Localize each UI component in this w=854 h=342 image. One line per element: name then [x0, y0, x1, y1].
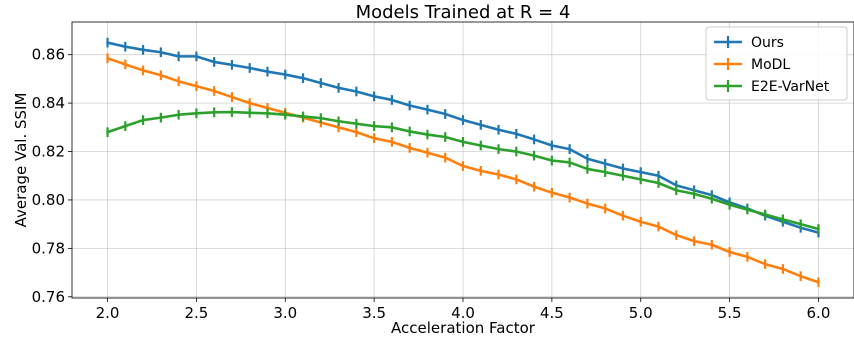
series-modl [106, 53, 820, 288]
legend-label: E2E-VarNet [751, 79, 830, 95]
y-tick-label: 0.80 [32, 191, 65, 209]
y-tick-label: 0.82 [32, 143, 65, 161]
series-e2e-varnet [106, 107, 820, 234]
legend-label: Ours [751, 35, 784, 51]
y-axis-label: Average Val. SSIM [12, 93, 30, 228]
x-tick-label: 5.0 [629, 304, 653, 322]
x-tick-label: 4.5 [540, 304, 564, 322]
y-tick-label: 0.86 [32, 46, 65, 64]
x-tick-label: 4.0 [451, 304, 475, 322]
y-tick-label: 0.76 [32, 288, 65, 306]
x-tick-label: 3.0 [273, 304, 297, 322]
legend: Ours MoDL E2E-VarNet [705, 26, 848, 101]
x-axis-label: Acceleration Factor [391, 319, 536, 337]
x-tick-label: 5.5 [718, 304, 742, 322]
grid-lines [72, 22, 854, 298]
x-tick-label: 3.5 [362, 304, 386, 322]
legend-label: MoDL [751, 57, 790, 73]
series-layer [106, 37, 820, 288]
y-tick-label: 0.84 [32, 94, 65, 112]
y-tick-label: 0.78 [32, 239, 65, 257]
x-tick-label: 2.5 [184, 304, 208, 322]
x-tick-label: 6.0 [807, 304, 831, 322]
axis-ticks: 2.0 2.5 3.0 3.5 4.0 4.5 5.0 5.5 6.0 0.76 0.78 0.80 0… [32, 46, 831, 322]
chart-title: Models Trained at R = 4 [356, 2, 571, 23]
legend-box [705, 26, 848, 101]
x-tick-label: 2.0 [96, 304, 120, 322]
